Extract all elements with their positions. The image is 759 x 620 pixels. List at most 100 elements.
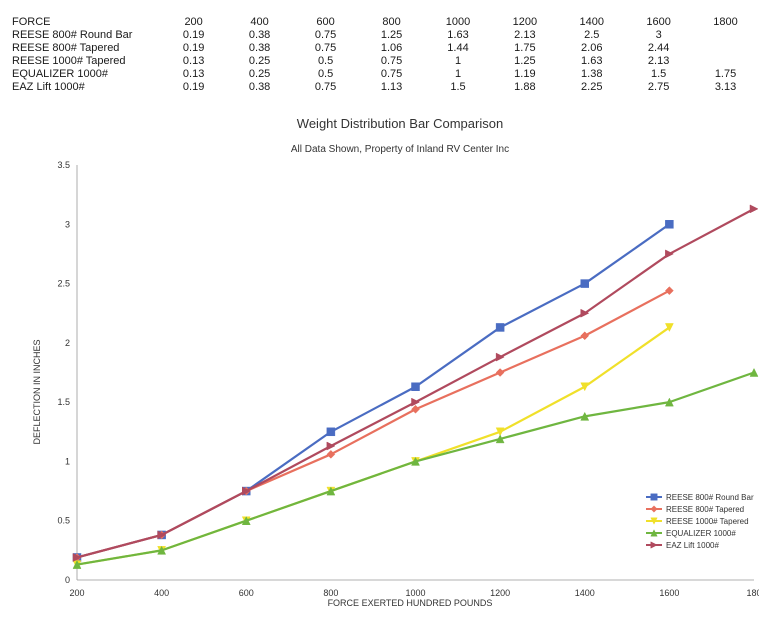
table-cell: 0.75 <box>314 29 337 41</box>
table-cell: 0.75 <box>380 55 403 67</box>
x-tick-label: 400 <box>154 588 169 598</box>
table-cell: 0.5 <box>317 55 334 67</box>
x-tick-label: 1600 <box>659 588 679 598</box>
legend-label: REESE 800# Tapered <box>666 505 744 514</box>
table-cell: 2.06 <box>581 42 603 54</box>
y-tick-label: 1 <box>65 456 70 466</box>
data-point <box>749 367 759 377</box>
table-header-cell: 1200 <box>512 16 538 28</box>
data-point <box>495 427 505 437</box>
y-tick-label: 3 <box>65 219 70 229</box>
data-point <box>326 427 336 437</box>
data-point <box>157 530 167 540</box>
table-cell: 1.25 <box>514 55 536 67</box>
table-header-cell: 1600 <box>646 16 671 28</box>
x-tick-label: 180 <box>746 588 759 598</box>
table-cell: 0.75 <box>314 81 337 93</box>
table-cell: 0.13 <box>182 55 205 67</box>
legend-marker <box>650 505 658 513</box>
table-row: REESE 1000# Tapered 0.13 0.25 0.5 0.75 1 1.25 1… <box>12 55 759 68</box>
table-cell: 0.25 <box>248 55 271 67</box>
table-row-label: REESE 800# Round Bar <box>12 29 133 41</box>
table-row-label: REESE 1000# Tapered <box>12 55 126 67</box>
data-point <box>157 545 167 555</box>
data-point <box>664 397 674 407</box>
legend-label: REESE 800# Round Bar <box>666 493 754 502</box>
x-tick-label: 600 <box>239 588 254 598</box>
table-header-cell: 1400 <box>579 16 604 28</box>
data-point <box>242 486 251 496</box>
table-cell: 3.13 <box>714 81 737 93</box>
table-header-cell: 1000 <box>445 16 471 28</box>
chart-title: Weight Distribution Bar Comparison <box>297 116 503 131</box>
series-line <box>76 223 671 559</box>
data-point <box>580 279 589 288</box>
table-cell: 0.13 <box>182 68 205 80</box>
table-cell: 0.38 <box>248 81 271 93</box>
table-cell: 2.13 <box>514 29 536 41</box>
table-header-cell: 200 <box>184 16 203 28</box>
y-tick-label: 2 <box>65 338 70 348</box>
table-cell: 2.13 <box>647 55 670 67</box>
table-cell: 2.25 <box>581 81 603 93</box>
table-cell: 0.25 <box>248 68 271 80</box>
table-header-cell: 600 <box>316 16 335 28</box>
data-point <box>580 308 590 318</box>
data-point <box>580 411 590 421</box>
legend-marker <box>650 529 658 537</box>
table-header-row: FORCE 200 400 600 800 1000 1200 1400 1600 1800 <box>12 16 759 29</box>
y-tick-label: 3.5 <box>57 160 70 170</box>
data-point <box>72 553 82 562</box>
data-point <box>495 352 505 362</box>
series-layer <box>72 204 759 570</box>
series <box>72 204 759 562</box>
data-point <box>72 560 82 569</box>
legend: REESE 800# Round Bar REESE 800# Tapered RE… <box>646 493 754 550</box>
table-cell: 1.25 <box>380 29 403 41</box>
table-cell: 0.75 <box>380 68 403 80</box>
table-cell: 0.19 <box>182 81 205 93</box>
data-point <box>495 368 505 377</box>
data-table-body: FORCE 200 400 600 800 1000 1200 1400 1600 1800 REE… <box>12 16 759 94</box>
data-table: FORCE 200 400 600 800 1000 1200 1400 1600 1800 REE… <box>12 16 759 94</box>
x-tick-label: 1400 <box>575 588 595 598</box>
table-cell: 1.06 <box>380 42 403 54</box>
table-row: REESE 800# Round Bar 0.19 0.38 0.75 1.25 1.63… <box>12 29 759 42</box>
y-tick-label: 2.5 <box>57 279 70 289</box>
y-axis-label: DEFLECTION IN INCHES <box>32 339 42 444</box>
y-tick-label: 1.5 <box>57 397 70 407</box>
data-point <box>241 516 251 525</box>
table-cell: 2.5 <box>584 29 600 41</box>
data-point <box>411 397 421 407</box>
table-cell: 1.63 <box>581 55 603 67</box>
table-cell: 1.75 <box>714 68 737 80</box>
table-row: EAZ Lift 1000# 0.19 0.38 0.75 1.13 1.5 1.88 2.2… <box>12 81 759 94</box>
table-cell: 0.19 <box>182 29 205 41</box>
legend-label: EQUALIZER 1000# <box>666 529 736 538</box>
data-point <box>411 404 420 414</box>
x-tick-label: 1200 <box>490 588 510 598</box>
table-cell: 1.13 <box>380 81 403 93</box>
data-point <box>326 486 336 496</box>
table-cell: 1.63 <box>447 29 469 41</box>
table-header-cell: 400 <box>250 16 269 28</box>
table-cell: 0.38 <box>248 29 271 41</box>
y-tick-label: 0 <box>65 575 70 585</box>
table-cell: 1.88 <box>514 81 536 93</box>
table-cell: 1.75 <box>514 42 536 54</box>
x-axis-label: FORCE EXERTED HUNDRED POUNDS <box>328 598 493 608</box>
data-point <box>495 434 505 444</box>
table-row-label: REESE 800# Tapered <box>12 42 120 54</box>
table-cell: 2.44 <box>647 42 670 54</box>
data-point <box>411 456 420 466</box>
table-cell: 1.19 <box>514 68 536 80</box>
legend-label: REESE 1000# Tapered <box>666 517 749 526</box>
data-point <box>749 204 759 214</box>
table-cell: 1.5 <box>450 81 466 93</box>
table-cell: 2.75 <box>647 81 670 93</box>
x-tick-label: 800 <box>323 588 338 598</box>
table-header-cell: 1800 <box>713 16 738 28</box>
table-cell: 0.38 <box>248 42 271 54</box>
table-cell: 3 <box>655 29 662 41</box>
